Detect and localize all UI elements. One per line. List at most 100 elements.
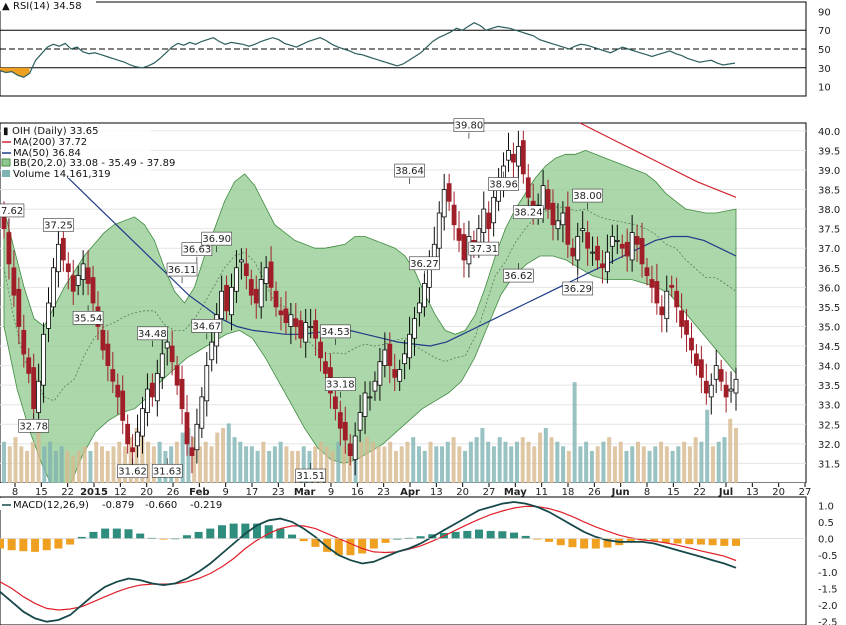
callout-label: 36.63	[183, 245, 212, 256]
candle-body	[41, 333, 46, 386]
candle-body	[164, 341, 170, 349]
candle-body	[239, 259, 244, 263]
volume-bar	[566, 450, 571, 483]
candle-body	[723, 384, 729, 398]
ohlc-icon: ▮	[3, 126, 9, 137]
macd-hist-bar	[276, 528, 285, 539]
candle-body	[288, 314, 294, 327]
volume-bar	[428, 441, 433, 483]
volume-bar	[399, 446, 404, 483]
volume-bar	[486, 441, 491, 483]
volume-bar	[267, 450, 272, 483]
legend-volume: Volume 14,161,319	[13, 169, 111, 180]
volume-bar	[607, 437, 612, 483]
candle-body	[580, 228, 586, 232]
callout-label: 35.54	[74, 313, 103, 324]
candle-body	[422, 283, 427, 308]
callout-label: 31.63	[153, 466, 182, 477]
callout-label: 37.62	[0, 206, 23, 217]
candle-body	[253, 288, 259, 304]
macd-hist-bar	[661, 538, 670, 543]
volume-bar	[128, 437, 133, 483]
candle-body	[347, 443, 353, 457]
candle-body	[703, 380, 709, 394]
macd-hist-bar	[673, 538, 682, 544]
volume-bar	[255, 450, 260, 483]
price-legend-bg	[1, 124, 151, 178]
candle-body	[600, 263, 605, 269]
callout-label: 38.00	[573, 191, 602, 202]
candle-body	[698, 359, 704, 378]
candle-body	[100, 329, 106, 351]
macd-hist-bar	[416, 536, 425, 539]
macd-legend-signal: -0.660	[145, 500, 177, 511]
price-tick-label: 35.5	[818, 303, 840, 314]
candle-body	[337, 412, 343, 429]
candle-body	[36, 380, 42, 413]
candle-body	[16, 288, 22, 327]
candle-body	[110, 369, 116, 382]
macd-tick-label: -0.5	[818, 551, 838, 562]
x-tick-label: 13	[746, 487, 759, 498]
rsi-oversold-fill	[0, 67, 30, 78]
callout-box	[409, 256, 440, 271]
callout-box	[572, 188, 603, 203]
candle-body	[125, 423, 131, 445]
macd-hist-bar	[474, 529, 483, 539]
rsi-line	[0, 22, 736, 78]
macd-hist-bar	[580, 538, 589, 549]
macd-hist-bar	[708, 538, 717, 546]
candle-body	[545, 189, 551, 210]
candle-body	[199, 396, 205, 429]
volume-bar	[36, 428, 41, 483]
callout-box	[151, 464, 183, 478]
candle-body	[268, 261, 274, 288]
volume-bar	[295, 450, 300, 483]
candle-body	[229, 286, 234, 316]
x-tick-label: Mar	[294, 487, 316, 498]
price-tick-label: 32.5	[818, 420, 840, 431]
candle-body	[140, 408, 145, 437]
candle-body	[679, 310, 684, 327]
callout-label: 36.27	[410, 259, 439, 270]
candle-body	[550, 202, 556, 226]
candle-body	[595, 245, 600, 261]
x-axis-band	[0, 483, 846, 497]
x-tick-label: 18	[562, 487, 575, 498]
candle-body	[382, 349, 388, 367]
candle-body	[407, 333, 412, 359]
candle-body	[560, 212, 566, 226]
macd-legend-bg	[0, 498, 234, 510]
x-tick-label: 16	[351, 487, 364, 498]
callout-box	[43, 218, 74, 232]
volume-bar	[226, 423, 231, 483]
candle-body	[46, 302, 51, 329]
volume-bar	[140, 432, 145, 483]
callout-box	[562, 281, 594, 296]
macd-hist-bar	[486, 530, 495, 539]
volume-bar	[474, 437, 479, 483]
x-tick-label: 20	[140, 487, 153, 498]
macd-legend-macd: -0.879	[102, 500, 134, 511]
macd-hist-bar	[7, 538, 16, 551]
candle-body	[511, 153, 516, 163]
candle-body	[486, 212, 492, 230]
macd-hist-bar	[124, 529, 133, 539]
candle-body	[417, 302, 422, 314]
callout-box	[18, 419, 49, 433]
candle-body	[575, 236, 581, 261]
candle-body	[169, 345, 175, 363]
candle-body	[31, 367, 37, 410]
macd-hist-bar	[217, 525, 226, 539]
volume-bar	[578, 446, 583, 483]
macd-hist-bar	[66, 538, 75, 545]
volume-bar	[682, 441, 687, 483]
x-tick-label: 22	[693, 487, 706, 498]
callout-label: 34.53	[321, 327, 350, 338]
macd-tick-label: -1.0	[818, 568, 838, 579]
candle-body	[446, 183, 452, 202]
candle-body	[456, 228, 462, 241]
candle-body	[105, 343, 111, 367]
macd-hist-bar	[0, 538, 4, 549]
